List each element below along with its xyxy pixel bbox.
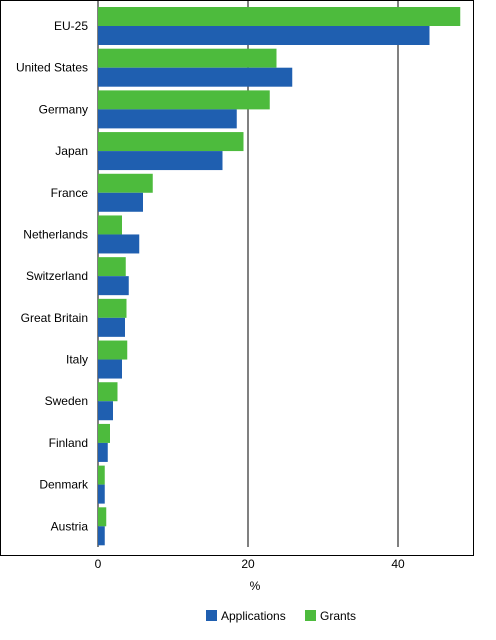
bar-applications-finland xyxy=(98,442,108,462)
bar-grants-switzerland xyxy=(98,257,126,277)
category-label-japan: Japan xyxy=(55,144,88,158)
category-label-france: France xyxy=(51,186,89,200)
legend-label-grants: Grants xyxy=(320,609,356,623)
category-label-denmark: Denmark xyxy=(39,478,89,492)
bar-applications-france xyxy=(98,192,143,212)
bar-grants-finland xyxy=(98,423,110,443)
bar-applications-switzerland xyxy=(98,276,129,296)
bar-grants-sweden xyxy=(98,382,118,402)
bar-applications-japan xyxy=(98,151,223,171)
bars xyxy=(98,7,461,546)
x-tick-label-20: 20 xyxy=(241,557,255,571)
bar-applications-eu-25 xyxy=(98,26,430,45)
bar-applications-italy xyxy=(98,359,122,379)
x-tick-label-0: 0 xyxy=(95,557,102,571)
category-label-eu-25: EU-25 xyxy=(54,19,88,33)
bar-applications-denmark xyxy=(98,484,105,504)
bar-grants-denmark xyxy=(98,465,105,485)
bar-applications-austria xyxy=(98,526,105,546)
bar-grants-japan xyxy=(98,132,244,152)
bar-applications-netherlands xyxy=(98,234,140,254)
bar-applications-great-britain xyxy=(98,317,125,337)
category-label-germany: Germany xyxy=(39,102,88,116)
bar-applications-united-states xyxy=(98,67,293,87)
category-label-united-states: United States xyxy=(16,61,88,75)
category-labels: EU-25 United States Germany Japan France Neth… xyxy=(16,19,89,533)
legend-swatch-applications xyxy=(206,610,217,621)
x-axis-title: % xyxy=(250,579,261,593)
bar-grants-united-states xyxy=(98,48,277,68)
category-label-switzerland: Switzerland xyxy=(26,269,88,283)
category-label-italy: Italy xyxy=(66,353,88,367)
bar-grants-germany xyxy=(98,90,270,110)
legend: Applications Grants xyxy=(206,609,356,623)
category-label-great-britain: Great Britain xyxy=(21,311,88,325)
bar-applications-germany xyxy=(98,109,237,129)
bar-grants-austria xyxy=(98,507,107,527)
bar-grants-eu-25 xyxy=(98,7,461,26)
bar-applications-sweden xyxy=(98,401,113,421)
category-label-finland: Finland xyxy=(49,436,88,450)
x-tick-labels: 0 20 40 xyxy=(95,557,405,571)
category-label-netherlands: Netherlands xyxy=(23,227,88,241)
bar-grants-netherlands xyxy=(98,215,122,235)
category-label-austria: Austria xyxy=(51,519,89,533)
x-tick-label-40: 40 xyxy=(391,557,405,571)
legend-swatch-grants xyxy=(305,610,316,621)
bar-grants-france xyxy=(98,173,153,193)
legend-label-applications: Applications xyxy=(221,609,286,623)
bar-grants-italy xyxy=(98,340,128,360)
category-label-sweden: Sweden xyxy=(45,394,88,408)
bar-grants-great-britain xyxy=(98,298,127,318)
